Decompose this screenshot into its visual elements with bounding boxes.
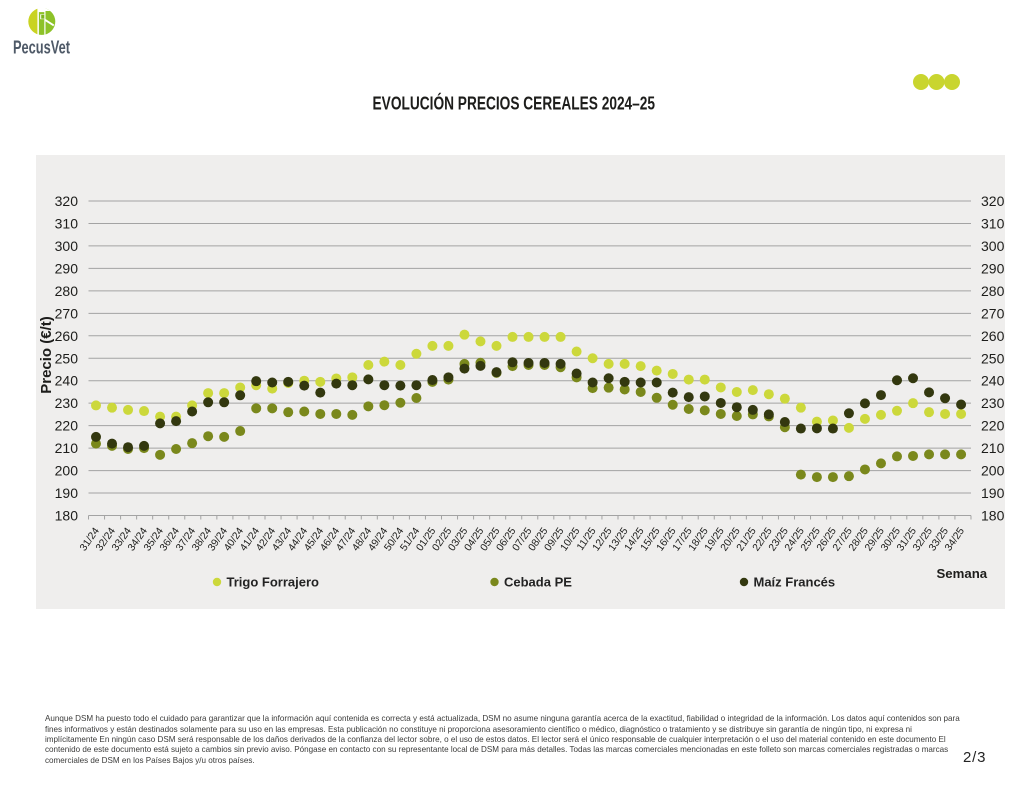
- svg-text:230: 230: [55, 395, 79, 411]
- svg-text:Maíz Francés: Maíz Francés: [754, 575, 836, 590]
- svg-text:300: 300: [981, 238, 1005, 254]
- svg-text:260: 260: [55, 328, 79, 344]
- svg-text:280: 280: [55, 283, 79, 299]
- svg-text:Precio (€/t): Precio (€/t): [38, 316, 55, 394]
- svg-text:320: 320: [55, 193, 79, 209]
- svg-text:Semana: Semana: [937, 566, 988, 581]
- svg-text:200: 200: [981, 463, 1005, 479]
- svg-text:240: 240: [55, 373, 79, 389]
- svg-text:190: 190: [55, 485, 79, 501]
- svg-text:270: 270: [981, 305, 1005, 321]
- svg-text:210: 210: [55, 440, 79, 456]
- svg-text:200: 200: [55, 463, 79, 479]
- svg-text:260: 260: [981, 328, 1005, 344]
- svg-text:EVOLUCIÓN PRECIOS CEREALES 202: EVOLUCIÓN PRECIOS CEREALES 2024–25: [373, 93, 656, 114]
- svg-text:220: 220: [55, 418, 79, 434]
- svg-text:250: 250: [981, 350, 1005, 366]
- svg-text:180: 180: [55, 508, 79, 524]
- svg-text:290: 290: [981, 260, 1005, 276]
- svg-text:310: 310: [55, 215, 79, 231]
- svg-text:240: 240: [981, 373, 1005, 389]
- svg-text:250: 250: [55, 350, 79, 366]
- svg-text:220: 220: [981, 418, 1005, 434]
- svg-text:PecusVet: PecusVet: [13, 37, 70, 58]
- svg-text:Trigo Forrajero: Trigo Forrajero: [227, 575, 320, 590]
- svg-text:Cebada PE: Cebada PE: [504, 575, 572, 590]
- svg-text:300: 300: [55, 238, 79, 254]
- svg-text:280: 280: [981, 283, 1005, 299]
- svg-text:270: 270: [55, 305, 79, 321]
- svg-text:210: 210: [981, 440, 1005, 456]
- svg-text:310: 310: [981, 215, 1005, 231]
- svg-text:190: 190: [981, 485, 1005, 501]
- svg-text:290: 290: [55, 260, 79, 276]
- svg-text:320: 320: [981, 193, 1005, 209]
- svg-text:230: 230: [981, 395, 1005, 411]
- svg-text:180: 180: [981, 508, 1005, 524]
